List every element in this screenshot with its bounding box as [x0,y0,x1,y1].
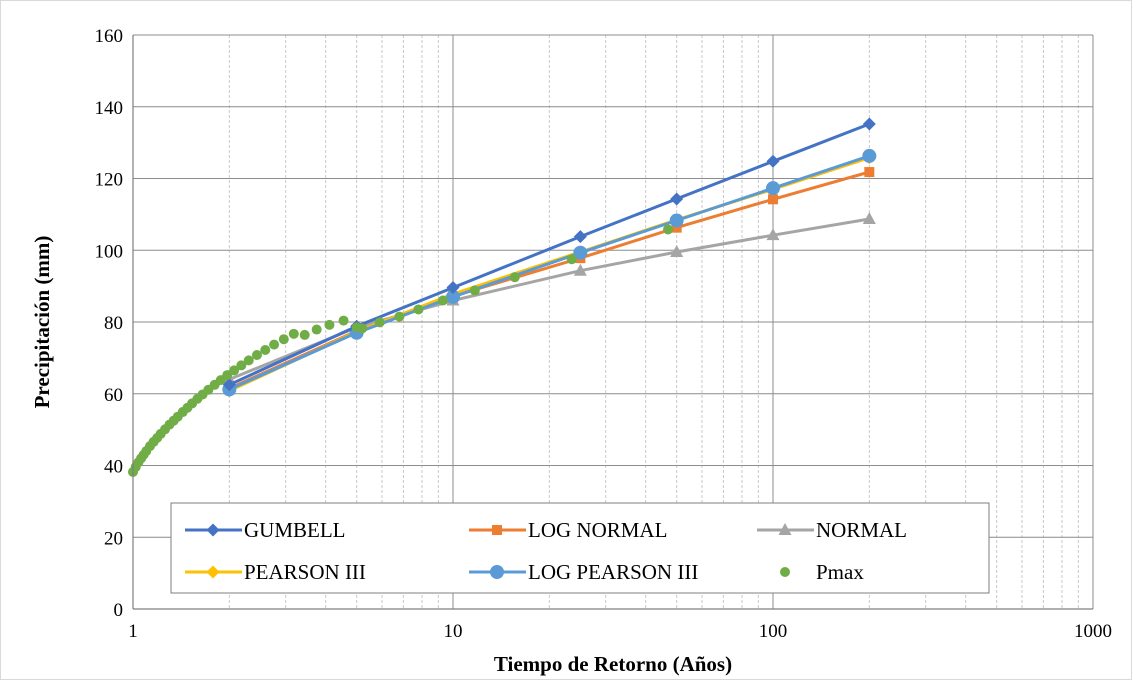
data-point-pmax [288,328,299,339]
data-point-pmax [509,272,520,283]
legend: GUMBELL LOG NORMAL NORMAL PEARSON III LOG PE… [170,502,990,594]
y-tick-label: 140 [95,98,124,119]
data-point-normal [766,228,780,241]
data-point-gumbell [573,230,587,244]
data-point-gumbell [862,117,876,131]
axes: 0 20 40 60 80 100 120 140 160 1 10 100 1000 [95,26,1113,642]
data-point-pmax [311,324,322,335]
data-point-log-normal [671,222,682,233]
data-point-pmax [299,329,310,340]
legend-swatch-marker [206,565,220,579]
y-tick-label: 160 [95,26,124,47]
data-point-pmax [243,355,254,366]
y-tick-label: 60 [104,385,123,406]
series-layer [128,117,877,477]
data-point-normal [573,263,587,276]
legend-item-log-normal: LOG NORMAL [469,518,667,542]
series-pmax [128,224,674,477]
data-point-gumbell [222,378,236,392]
data-point-pmax [278,334,289,345]
y-tick-label: 80 [104,313,123,334]
data-point-log-pearson-iii [446,289,460,304]
legend-label: LOG NORMAL [528,518,667,542]
data-point-pmax [374,317,385,328]
legend-item-pmax: Pmax [780,560,864,584]
data-point-log-pearson-iii [766,181,780,196]
x-tick-label: 100 [759,621,788,642]
y-tick-label: 0 [114,600,124,621]
data-point-pmax [394,311,405,322]
data-point-log-pearson-iii [573,245,588,260]
legend-item-log-pearson-iii: LOG PEARSON III [469,560,698,584]
data-point-pmax [413,304,424,315]
legend-swatch-marker [778,523,792,535]
data-point-pmax [357,323,368,334]
legend-label: Pmax [816,560,864,584]
legend-label: PEARSON III [244,560,366,584]
legend-label: NORMAL [816,518,907,542]
data-point-pmax [251,350,262,361]
legend-box [170,502,990,594]
data-point-log-pearson-iii [862,148,877,163]
x-axis-title: Tiempo de Retorno (Años) [494,652,732,676]
y-tick-label: 100 [95,241,124,262]
legend-swatch-marker [490,565,504,579]
data-point-pmax [260,344,271,355]
data-point-pmax [663,224,674,235]
x-tick-label: 1000 [1074,621,1112,642]
data-point-pmax [324,319,335,330]
data-point-gumbell [670,192,684,206]
x-tick-label: 10 [444,621,463,642]
data-point-normal [862,212,876,225]
data-point-gumbell [766,154,780,168]
data-point-pmax [236,360,247,371]
legend-item-normal: NORMAL [757,518,907,542]
y-tick-label: 20 [104,528,123,549]
data-point-pmax [566,254,577,265]
legend-label: LOG PEARSON III [528,560,698,584]
data-point-pmax [437,295,448,306]
data-point-pmax [469,285,480,296]
data-point-log-normal [768,194,778,205]
legend-item-gumbell: GUMBELL [185,518,346,542]
data-point-log-pearson-iii [669,213,684,228]
legend-swatch-marker [492,525,502,535]
y-tick-label: 40 [104,457,123,478]
data-point-gumbell [446,281,460,295]
y-axis-title: Precipitación (mm) [30,236,54,409]
legend-item-pearson-iii: PEARSON III [185,560,366,584]
data-point-log-normal [864,167,875,178]
data-point-pmax [229,365,240,376]
data-point-pmax [269,339,280,350]
data-point-pmax [338,315,349,326]
y-tick-label: 120 [95,170,124,191]
legend-swatch-marker [780,567,790,577]
legend-label: GUMBELL [244,518,346,542]
x-tick-label: 1 [128,621,138,642]
legend-swatch-marker [206,523,220,537]
data-point-normal [670,245,684,258]
